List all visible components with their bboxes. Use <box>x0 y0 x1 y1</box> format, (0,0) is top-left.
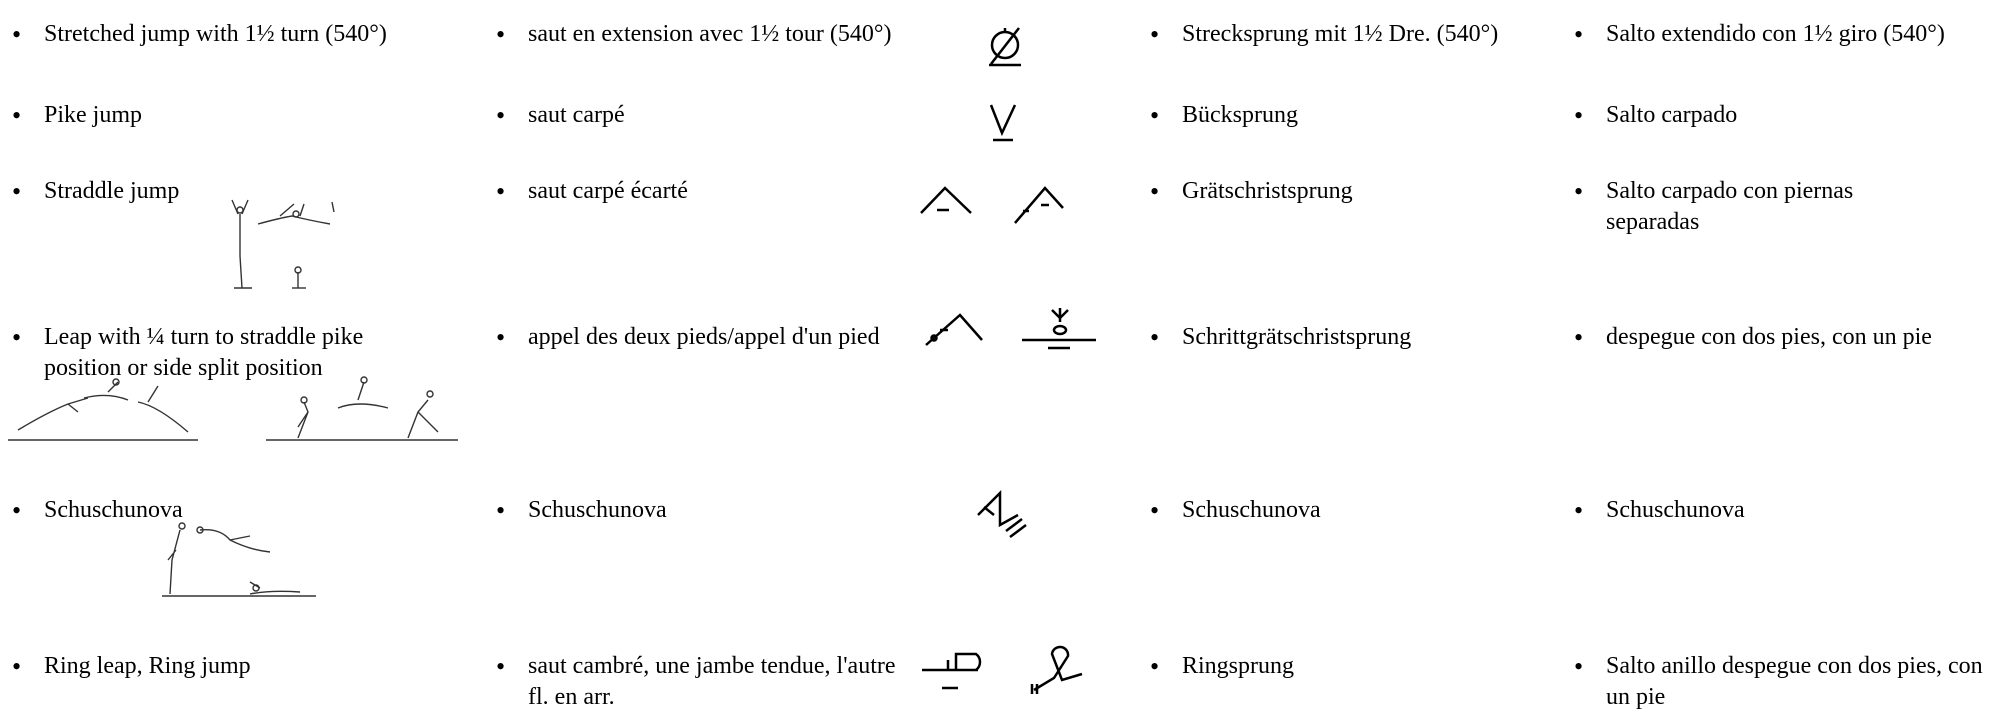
list-item: Schrittgrätschristsprung <box>1150 322 1582 353</box>
page: {"rows": [ {"en": "Stretched jump with 1… <box>0 0 1990 696</box>
list-item: Schuschunova <box>12 495 414 526</box>
figure-illustration <box>162 522 316 597</box>
symbol <box>925 308 1096 350</box>
list-item: Salto extendido con 1½ giro (540°) <box>1574 19 1990 50</box>
list-item: Straddle jump <box>12 176 414 207</box>
list-item: saut cambré, une jambe tendue, l'autre f… <box>496 651 903 713</box>
symbol <box>920 186 1064 224</box>
symbol <box>922 645 1083 694</box>
list-item: Bücksprung <box>1150 100 1582 131</box>
list-item: Salto carpado <box>1574 100 1990 131</box>
list-item: Ringsprung <box>1150 651 1582 682</box>
list-item: appel des deux pieds/appel d'un pied <box>496 322 903 353</box>
list-item: Salto carpado con piernas separadas <box>1574 176 1906 238</box>
list-item: Salto anillo despegue con dos pies, con … <box>1574 651 1990 713</box>
list-item: saut carpé écarté <box>496 176 903 207</box>
list-item: despegue con dos pies, con un pie <box>1574 322 1990 353</box>
list-item: Schuschunova <box>1150 495 1582 526</box>
list-item: Pike jump <box>12 100 414 131</box>
list-item: Schuschunova <box>1574 495 1990 526</box>
list-item: Ring leap, Ring jump <box>12 651 414 682</box>
list-item: Grätschristsprung <box>1150 176 1582 207</box>
list-item: Stretched jump with 1½ turn (540°) <box>12 19 414 50</box>
list-item: Schuschunova <box>496 495 903 526</box>
list-item: saut en extension avec 1½ tour (540°) <box>496 19 903 50</box>
symbol <box>989 104 1017 142</box>
list-item: Leap with ¼ turn to straddle pike positi… <box>12 322 414 384</box>
symbol <box>989 27 1021 67</box>
symbol <box>977 489 1027 538</box>
list-item: saut carpé <box>496 100 903 131</box>
figure-illustration <box>8 376 458 441</box>
list-item: Strecksprung mit 1½ Dre. (540°) <box>1150 19 1582 50</box>
figure-illustration <box>231 199 335 289</box>
